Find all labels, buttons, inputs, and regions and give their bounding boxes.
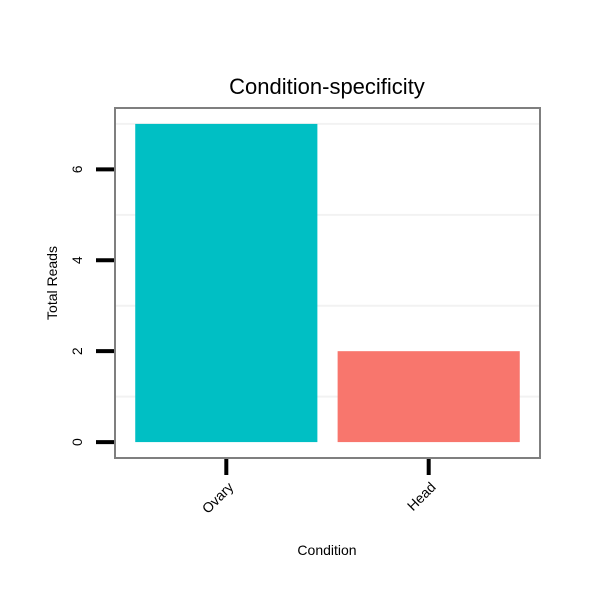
x-axis-label: Condition (297, 542, 356, 558)
bar-ovary (135, 123, 318, 443)
y-tick-label: 6 (69, 165, 85, 173)
y-tick-label: 4 (69, 256, 85, 264)
y-tick-label: 2 (69, 347, 85, 355)
plot-panel-border (114, 107, 541, 459)
y-tick-label: 0 (69, 438, 85, 446)
chart-title: Condition-specificity (229, 74, 425, 99)
x-tick-label: Head (404, 479, 439, 514)
x-tick-label: Ovary (199, 479, 237, 517)
bar-head (337, 351, 520, 443)
y-axis-label: Total Reads (44, 246, 60, 320)
